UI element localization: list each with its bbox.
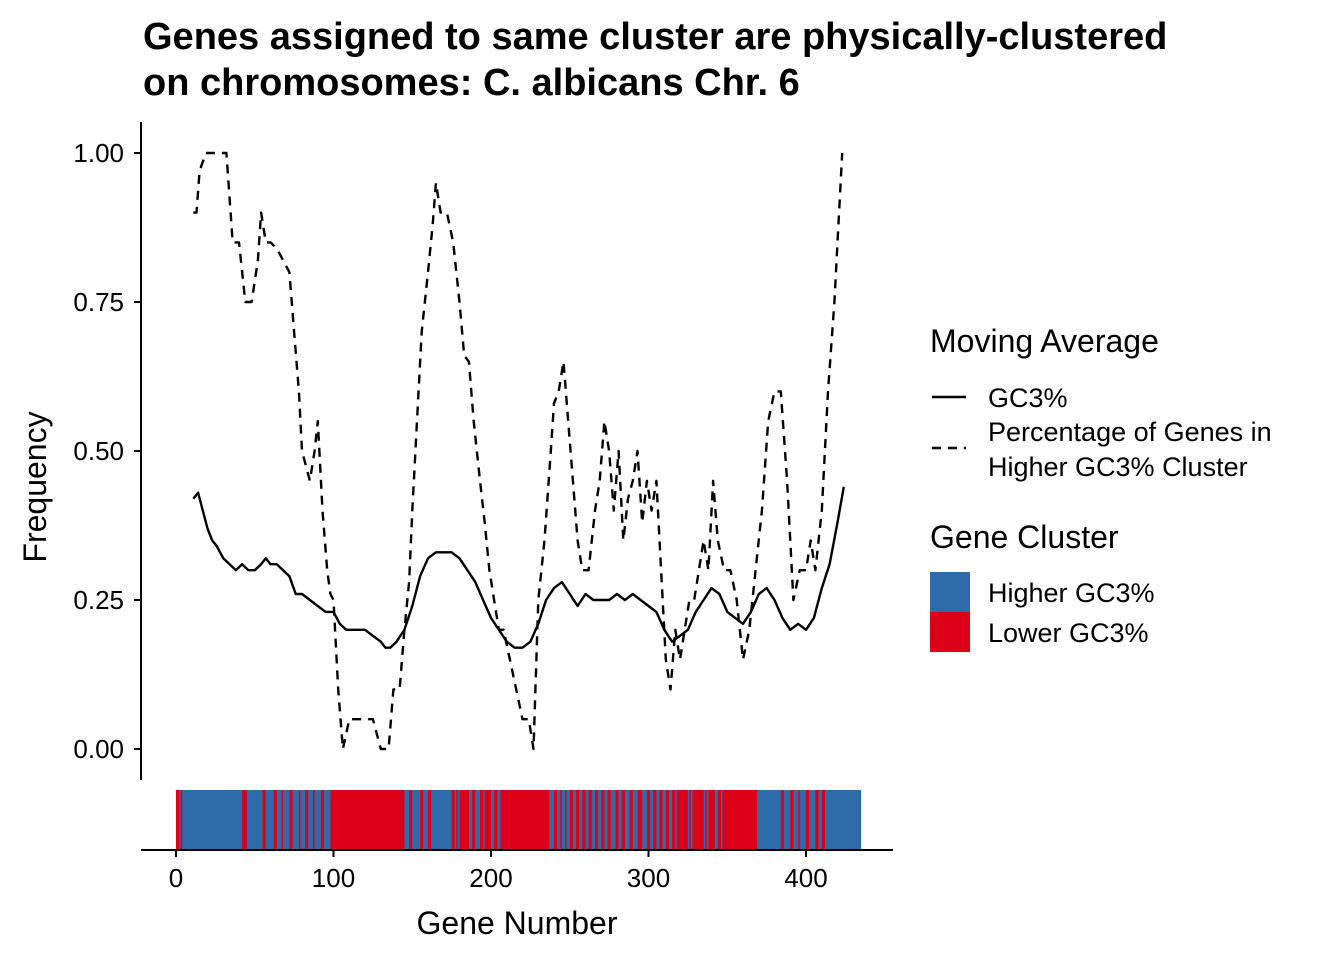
strip-lower-gc3-segment [298, 790, 301, 849]
legend: Moving Average GC3% Percentage of Genes … [930, 323, 1272, 652]
x-tick-label: 0 [169, 863, 183, 893]
legend-item-percentage-line1: Percentage of Genes in [988, 417, 1272, 447]
legend-item-gc3: GC3% [988, 383, 1068, 413]
strip-lower-gc3-segment [330, 790, 405, 849]
legend-item-lower-gc3: Lower GC3% [988, 618, 1149, 648]
strip-lower-gc3-segment [305, 790, 309, 849]
strip-lower-gc3-segment [242, 790, 247, 849]
strip-lower-gc3-segment [601, 790, 605, 849]
strip-lower-gc3-segment [692, 790, 704, 849]
y-tick-label: 1.00 [73, 138, 124, 168]
x-tick-label: 300 [627, 863, 670, 893]
strip-lower-gc3-segment [176, 790, 180, 849]
strip-lower-gc3-segment [560, 790, 562, 849]
strip-lower-gc3-segment [472, 790, 476, 849]
strip-lower-gc3-segment [646, 790, 651, 849]
strip-lower-gc3-segment [554, 790, 558, 849]
y-tick-label: 0.75 [73, 287, 124, 317]
strip-lower-gc3-segment [459, 790, 469, 849]
strip-lower-gc3-segment [273, 790, 277, 849]
strip-lower-gc3-segment [708, 790, 715, 849]
strip-lower-gc3-segment [576, 790, 580, 849]
strip-lower-gc3-segment [456, 790, 458, 849]
legend-higher-gc3-swatch [930, 572, 970, 612]
strip-lower-gc3-segment [806, 790, 810, 849]
legend-gene-cluster-title: Gene Cluster [930, 519, 1119, 555]
strip-lower-gc3-segment [780, 790, 784, 849]
strip-lower-gc3-segment [451, 790, 455, 849]
strip-lower-gc3-segment [659, 790, 663, 849]
strip-lower-gc3-segment [621, 790, 625, 849]
legend-item-higher-gc3: Higher GC3% [988, 578, 1155, 608]
x-tick-label: 200 [469, 863, 512, 893]
legend-item-percentage-line2: Higher GC3% Cluster [988, 452, 1248, 482]
strip-lower-gc3-segment [653, 790, 657, 849]
strip-lower-gc3-segment [676, 790, 688, 849]
chart-title: Genes assigned to same cluster are physi… [143, 16, 1168, 58]
strip-lower-gc3-segment [420, 790, 424, 849]
y-axis-label: Frequency [17, 411, 53, 562]
strip-lower-gc3-segment [595, 790, 599, 849]
x-axis-label: Gene Number [417, 905, 618, 941]
y-tick-label: 0.00 [73, 734, 124, 764]
gene-cluster-strip [176, 790, 862, 849]
legend-lower-gc3-swatch [930, 612, 970, 652]
strip-lower-gc3-segment [180, 790, 183, 849]
strip-lower-gc3-segment [320, 790, 324, 849]
strip-lower-gc3-segment [722, 790, 758, 849]
strip-lower-gc3-segment [821, 790, 825, 849]
y-tick-label: 0.50 [73, 436, 124, 466]
strip-lower-gc3-segment [484, 790, 491, 849]
strip-lower-gc3-segment [689, 790, 691, 849]
strip-lower-gc3-segment [569, 790, 573, 849]
strip-lower-gc3-segment [615, 790, 619, 849]
chart-title-line2: on chromosomes: C. albicans Chr. 6 [143, 62, 800, 104]
x-tick-label: 400 [784, 863, 827, 893]
strip-lower-gc3-segment [637, 790, 643, 849]
strip-lower-gc3-segment [313, 790, 315, 849]
strip-lower-gc3-segment [629, 790, 633, 849]
strip-lower-gc3-segment [565, 790, 567, 849]
strip-lower-gc3-segment [494, 790, 498, 849]
x-tick-label: 100 [312, 863, 355, 893]
strip-lower-gc3-segment [480, 790, 484, 849]
strip-lower-gc3-segment [500, 790, 550, 849]
strip-lower-gc3-segment [607, 790, 611, 849]
strip-lower-gc3-segment [798, 790, 800, 849]
strip-lower-gc3-segment [281, 790, 284, 849]
strip-lower-gc3-segment [705, 790, 707, 849]
y-tick-label: 0.25 [73, 585, 124, 615]
axes: Gene Number Frequency 0.00 0.25 0.50 0.75 1.… [17, 122, 893, 941]
strip-lower-gc3-segment [717, 790, 721, 849]
strip-lower-gc3-segment [790, 790, 794, 849]
strip-lower-gc3-segment [428, 790, 432, 849]
strip-lower-gc3-segment [289, 790, 293, 849]
strip-lower-gc3-segment [672, 790, 676, 849]
strip-lower-gc3-segment [815, 790, 819, 849]
series-line-gc3 [192, 486, 845, 649]
strip-lower-gc3-segment [582, 790, 586, 849]
strip-lower-gc3-segment [665, 790, 669, 849]
strip-lower-gc3-segment [409, 790, 413, 849]
legend-moving-average-title: Moving Average [930, 323, 1159, 359]
strip-lower-gc3-segment [588, 790, 592, 849]
strip-lower-gc3-segment [262, 790, 266, 849]
plot-area [192, 151, 845, 751]
series-line-percentage-higher-gc3 [193, 151, 844, 751]
